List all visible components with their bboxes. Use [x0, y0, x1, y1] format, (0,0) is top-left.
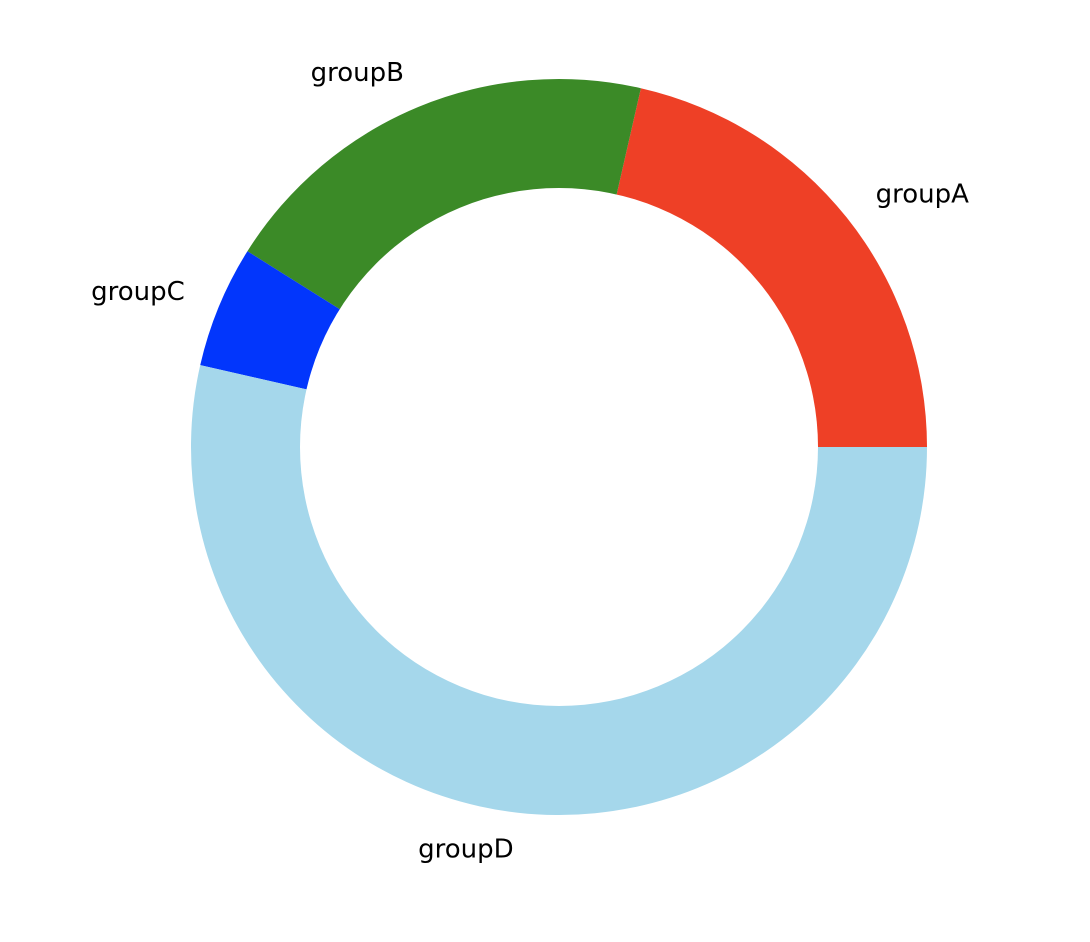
- slice-label-groupD: groupD: [418, 834, 514, 864]
- slice-labels: groupA groupB groupC groupD: [91, 58, 969, 865]
- donut-hole: [300, 188, 818, 706]
- slice-label-groupC: groupC: [91, 277, 185, 307]
- slice-label-groupA: groupA: [876, 179, 970, 209]
- slice-label-groupB: groupB: [311, 58, 404, 88]
